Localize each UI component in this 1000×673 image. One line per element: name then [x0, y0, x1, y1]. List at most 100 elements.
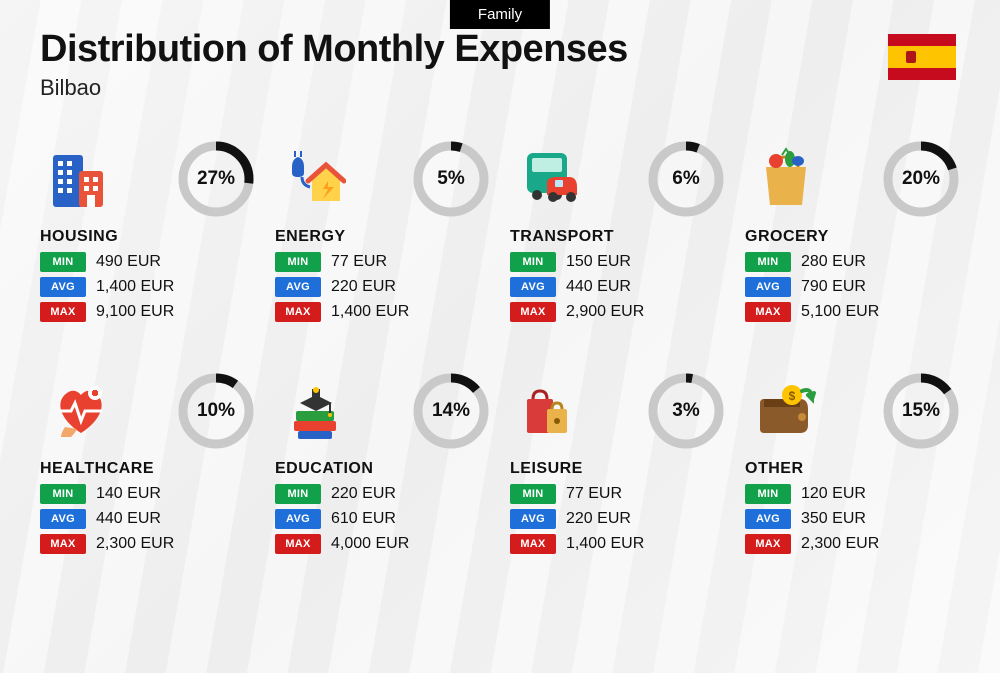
percent-ring: 5%: [412, 140, 490, 218]
percent-label: 15%: [882, 372, 960, 450]
stat-row-avg: AVG 610 EUR: [275, 509, 490, 529]
stat-row-min: MIN 490 EUR: [40, 252, 255, 272]
stat-row-avg: AVG 220 EUR: [275, 277, 490, 297]
min-badge: MIN: [510, 484, 556, 504]
avg-badge: AVG: [40, 509, 86, 529]
stat-row-avg: AVG 790 EUR: [745, 277, 960, 297]
percent-ring: 3%: [647, 372, 725, 450]
avg-badge: AVG: [40, 277, 86, 297]
education-icon: [275, 372, 353, 450]
min-badge: MIN: [275, 484, 321, 504]
percent-ring: 6%: [647, 140, 725, 218]
min-value: 150 EUR: [566, 253, 631, 271]
grocery-icon: [745, 140, 823, 218]
max-badge: MAX: [275, 534, 321, 554]
category-name: HEALTHCARE: [40, 460, 255, 478]
building-icon: [40, 140, 118, 218]
max-value: 4,000 EUR: [331, 535, 409, 553]
avg-badge: AVG: [510, 277, 556, 297]
stat-row-min: MIN 150 EUR: [510, 252, 725, 272]
stat-row-max: MAX 2,300 EUR: [745, 534, 960, 554]
avg-badge: AVG: [745, 277, 791, 297]
percent-label: 6%: [647, 140, 725, 218]
expense-card: 5% ENERGY MIN 77 EUR AVG 220 EUR MAX 1,4…: [275, 140, 490, 322]
expense-card: 27% HOUSING MIN 490 EUR AVG 1,400 EUR MA…: [40, 140, 255, 322]
min-badge: MIN: [745, 252, 791, 272]
expense-card: 10% HEALTHCARE MIN 140 EUR AVG 440 EUR M…: [40, 372, 255, 554]
avg-value: 440 EUR: [96, 510, 161, 528]
category-tag: Family: [450, 0, 550, 29]
avg-value: 350 EUR: [801, 510, 866, 528]
expense-card: 6% TRANSPORT MIN 150 EUR AVG 440 EUR MAX…: [510, 140, 725, 322]
stat-row-avg: AVG 220 EUR: [510, 509, 725, 529]
min-badge: MIN: [745, 484, 791, 504]
stat-row-max: MAX 2,300 EUR: [40, 534, 255, 554]
percent-label: 14%: [412, 372, 490, 450]
stat-row-max: MAX 2,900 EUR: [510, 302, 725, 322]
stat-row-max: MAX 1,400 EUR: [275, 302, 490, 322]
expense-card: 14% EDUCATION MIN 220 EUR AVG 610 EUR MA…: [275, 372, 490, 554]
avg-value: 610 EUR: [331, 510, 396, 528]
avg-value: 1,400 EUR: [96, 278, 174, 296]
category-name: GROCERY: [745, 228, 960, 246]
other-icon: [745, 372, 823, 450]
min-badge: MIN: [40, 484, 86, 504]
percent-label: 20%: [882, 140, 960, 218]
stat-row-max: MAX 1,400 EUR: [510, 534, 725, 554]
min-value: 120 EUR: [801, 485, 866, 503]
max-badge: MAX: [745, 302, 791, 322]
category-name: HOUSING: [40, 228, 255, 246]
percent-label: 3%: [647, 372, 725, 450]
avg-value: 440 EUR: [566, 278, 631, 296]
stat-row-min: MIN 77 EUR: [510, 484, 725, 504]
max-value: 9,100 EUR: [96, 303, 174, 321]
avg-value: 790 EUR: [801, 278, 866, 296]
stat-row-min: MIN 280 EUR: [745, 252, 960, 272]
category-name: LEISURE: [510, 460, 725, 478]
avg-value: 220 EUR: [331, 278, 396, 296]
avg-value: 220 EUR: [566, 510, 631, 528]
percent-ring: 15%: [882, 372, 960, 450]
header: Distribution of Monthly Expenses Bilbao: [40, 28, 960, 101]
min-value: 140 EUR: [96, 485, 161, 503]
percent-label: 10%: [177, 372, 255, 450]
city-name: Bilbao: [40, 75, 960, 101]
stat-row-min: MIN 120 EUR: [745, 484, 960, 504]
percent-label: 5%: [412, 140, 490, 218]
category-name: ENERGY: [275, 228, 490, 246]
max-value: 2,900 EUR: [566, 303, 644, 321]
min-value: 77 EUR: [331, 253, 387, 271]
max-badge: MAX: [40, 302, 86, 322]
expense-card: 15% OTHER MIN 120 EUR AVG 350 EUR MAX 2,…: [745, 372, 960, 554]
max-value: 5,100 EUR: [801, 303, 879, 321]
stat-row-max: MAX 9,100 EUR: [40, 302, 255, 322]
stat-row-avg: AVG 440 EUR: [40, 509, 255, 529]
min-value: 77 EUR: [566, 485, 622, 503]
energy-icon: [275, 140, 353, 218]
expense-card: 3% LEISURE MIN 77 EUR AVG 220 EUR MAX 1,…: [510, 372, 725, 554]
min-value: 490 EUR: [96, 253, 161, 271]
min-value: 220 EUR: [331, 485, 396, 503]
expense-card: 20% GROCERY MIN 280 EUR AVG 790 EUR MAX …: [745, 140, 960, 322]
max-badge: MAX: [745, 534, 791, 554]
percent-ring: 10%: [177, 372, 255, 450]
leisure-icon: [510, 372, 588, 450]
max-value: 2,300 EUR: [801, 535, 879, 553]
category-name: EDUCATION: [275, 460, 490, 478]
stat-row-avg: AVG 350 EUR: [745, 509, 960, 529]
stat-row-min: MIN 220 EUR: [275, 484, 490, 504]
max-badge: MAX: [275, 302, 321, 322]
stat-row-avg: AVG 1,400 EUR: [40, 277, 255, 297]
avg-badge: AVG: [745, 509, 791, 529]
percent-label: 27%: [177, 140, 255, 218]
expense-grid: 27% HOUSING MIN 490 EUR AVG 1,400 EUR MA…: [40, 140, 960, 554]
stat-row-avg: AVG 440 EUR: [510, 277, 725, 297]
percent-ring: 14%: [412, 372, 490, 450]
stat-row-min: MIN 77 EUR: [275, 252, 490, 272]
percent-ring: 27%: [177, 140, 255, 218]
max-badge: MAX: [40, 534, 86, 554]
category-name: TRANSPORT: [510, 228, 725, 246]
max-badge: MAX: [510, 302, 556, 322]
min-badge: MIN: [40, 252, 86, 272]
avg-badge: AVG: [275, 277, 321, 297]
